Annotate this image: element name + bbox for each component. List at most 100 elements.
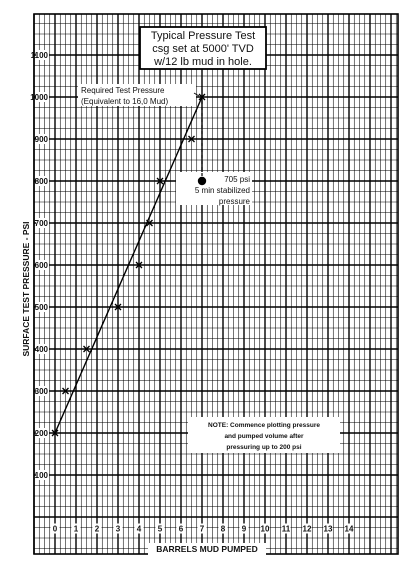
- y-tick-labels: 100 200 300 400 500 600 700 800 900 1000 1100: [30, 50, 49, 480]
- x-tick-label: 6: [179, 525, 184, 534]
- data-point: [83, 345, 90, 353]
- x-tick-label-bg: [92, 523, 102, 534]
- x-tick-label: 2: [95, 525, 100, 534]
- x-tick-label: 0: [53, 525, 58, 534]
- y-axis-title-bg: [19, 206, 33, 372]
- x-tick-label: 9: [242, 525, 247, 534]
- y-tick-label: 500: [35, 303, 49, 312]
- y-tick-label: 100: [35, 471, 49, 480]
- chart-title-box: Typical Pressure Test csg set at 5000' T…: [139, 26, 267, 70]
- x-tick-label: 13: [324, 525, 333, 534]
- y-tick-label-bg: [36, 428, 49, 438]
- required-label-line-2: (Equivalent to 16,0 Mud): [81, 97, 168, 106]
- x-tick-label: 11: [282, 525, 291, 534]
- x-tick-label-bg: [218, 523, 228, 534]
- data-point: [135, 261, 143, 269]
- x-tick-label: 4: [137, 525, 142, 534]
- data-point-stroke: [156, 177, 164, 185]
- y-tick-label-bg: [36, 176, 49, 186]
- x-tick-label: 3: [116, 525, 121, 534]
- data-marks: [51, 92, 207, 437]
- stabilized-label-line-1: 705 psi: [224, 175, 250, 184]
- stabilized-pressure-point: [197, 176, 207, 186]
- data-point: [51, 429, 59, 437]
- note-line-2: and pumped volume after: [224, 433, 304, 440]
- title-line-2: csg set at 5000' TVD: [152, 43, 254, 55]
- y-tick-label-bg: [36, 50, 49, 60]
- x-tick-label: 1: [74, 525, 79, 534]
- data-point-stroke: [62, 387, 69, 395]
- note-line-3: pressuring up to 200 psi: [226, 444, 301, 451]
- y-tick-label: 200: [35, 429, 49, 438]
- title-border: [139, 26, 267, 70]
- x-tick-label-bg: [239, 523, 249, 534]
- data-point-stroke: [51, 429, 59, 437]
- data-point-stroke: [114, 303, 122, 311]
- x-tick-label-bg: [260, 523, 270, 534]
- x-tick-label-bg: [71, 523, 81, 534]
- data-point-stroke: [135, 261, 143, 269]
- y-tick-label-bg: [36, 218, 49, 228]
- y-tick-label-bg: [36, 470, 49, 480]
- data-point-stroke: [198, 93, 206, 101]
- x-tick-label-bg: [344, 523, 354, 534]
- y-tick-label-bg: [36, 260, 49, 270]
- note-bg: [188, 417, 340, 453]
- x-tick-label-bg: [176, 523, 186, 534]
- x-tick-label-bg: [113, 523, 123, 534]
- note-line-1: NOTE: Commence plotting pressure: [208, 422, 320, 429]
- y-tick-label: 300: [35, 387, 49, 396]
- y-tick-label: 900: [35, 135, 49, 144]
- x-tick-label-bg: [281, 523, 291, 534]
- x-tick-label-bg: [323, 523, 333, 534]
- y-tick-label: 600: [35, 261, 49, 270]
- data-point: [114, 303, 122, 311]
- y-tick-label-bg: [36, 92, 49, 102]
- data-point: [156, 177, 164, 185]
- title-line-3: w/12 lb mud in hole.: [153, 56, 252, 68]
- x-tick-label: 5: [158, 525, 163, 534]
- title-line-1: Typical Pressure Test: [151, 30, 255, 42]
- y-tick-label-bg: [36, 302, 49, 312]
- x-axis-title: BARRELS MUD PUMPED: [156, 544, 258, 554]
- x-tick-label: 10: [261, 525, 270, 534]
- y-tick-label-bg: [36, 344, 49, 354]
- required-pressure-leader: [193, 92, 200, 97]
- y-tick-label: 800: [35, 177, 49, 186]
- trend-line: [54, 96, 203, 434]
- required-pressure-annotation: Required Test Pressure (Equivalent to 16…: [78, 84, 196, 106]
- x-tick-label-bg: [302, 523, 312, 534]
- data-point: [188, 135, 195, 143]
- x-tick-label: 14: [345, 525, 354, 534]
- x-tick-labels: 0 1 2 3 4 5 6 7 8 9 10 11 12 13 14: [50, 523, 354, 534]
- stabilized-pressure-annotation: 705 psi 5 min stabilized pressure: [176, 172, 252, 206]
- x-tick-label-bg: [134, 523, 144, 534]
- stabilized-label-bg: [176, 172, 252, 205]
- y-tick-label: 700: [35, 219, 49, 228]
- x-tick-label: 12: [303, 525, 312, 534]
- y-axis-title: SURFACE TEST PRESSURE - PSI: [21, 221, 31, 356]
- y-tick-label-bg: [36, 386, 49, 396]
- y-tick-label: 400: [35, 345, 49, 354]
- x-tick-label-bg: [50, 523, 60, 534]
- required-label-line-1: Required Test Pressure: [81, 86, 165, 95]
- x-tick-label: 7: [200, 525, 205, 534]
- data-point: [146, 219, 153, 227]
- x-tick-label-bg: [197, 523, 207, 534]
- stabilized-label-line-2: 5 min stabilized: [195, 186, 250, 195]
- y-tick-label-bg: [36, 134, 49, 144]
- data-point: [62, 387, 69, 395]
- data-point-stroke: [188, 135, 195, 143]
- data-point-stroke: [146, 219, 153, 227]
- y-tick-label: 1100: [31, 51, 49, 60]
- x-tick-label: 8: [221, 525, 226, 534]
- x-tick-label-bg: [155, 523, 165, 534]
- data-point: [198, 93, 206, 101]
- required-label-bg: [78, 84, 196, 106]
- note-box: NOTE: Commence plotting pressure and pum…: [188, 417, 340, 453]
- data-point-stroke: [83, 345, 90, 353]
- stabilized-label-line-3: pressure: [219, 197, 251, 206]
- x-axis-title-bg: [148, 543, 266, 555]
